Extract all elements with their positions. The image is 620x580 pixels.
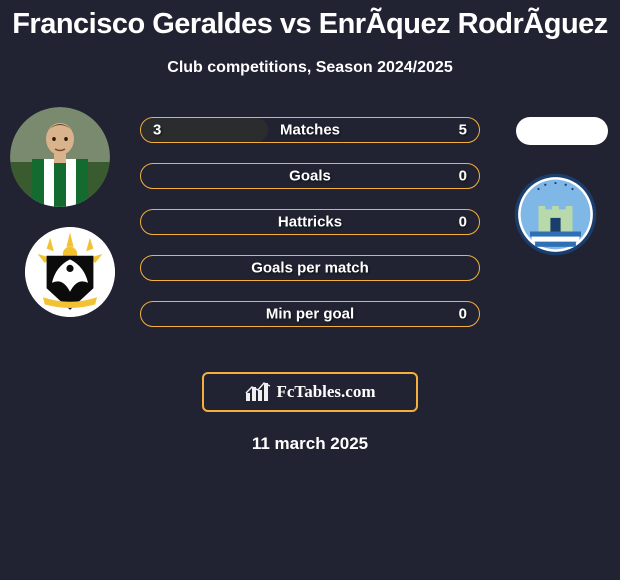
stat-bar: Goals per match [140, 255, 480, 281]
stat-bar-left-value: 3 [153, 122, 161, 139]
stat-bar-label: Matches [280, 122, 340, 139]
player-right-avatar [516, 117, 608, 145]
stat-bar-label: Goals per match [251, 260, 369, 277]
player-left-avatar [10, 107, 110, 207]
stat-bar: Matches 3 5 [140, 117, 480, 143]
stat-bar: Min per goal 0 [140, 301, 480, 327]
stat-bar-right-value: 0 [459, 306, 467, 323]
stat-bar: Goals 0 [140, 163, 480, 189]
stat-bar-label: Min per goal [266, 306, 354, 323]
page-title: Francisco Geraldes vs EnrÃ­quez RodrÃ­gu… [0, 0, 620, 41]
stat-bar-label: Goals [289, 168, 331, 185]
stat-bar-right-value: 0 [459, 168, 467, 185]
club-right-badge [513, 172, 598, 257]
brand-box: FcTables.com [202, 372, 418, 412]
stat-bar-label: Hattricks [278, 214, 342, 231]
comparison-area: Matches 3 5 Goals 0 Hattricks 0 Goals per match… [0, 117, 620, 357]
bars-container: Matches 3 5 Goals 0 Hattricks 0 Goals per match… [140, 117, 480, 327]
stat-bar-right-value: 0 [459, 214, 467, 231]
stat-bar-right-value: 5 [459, 122, 467, 139]
page-subtitle: Club competitions, Season 2024/2025 [0, 59, 620, 77]
stat-bar: Hattricks 0 [140, 209, 480, 235]
brand-bars-icon [244, 381, 272, 403]
date-text: 11 march 2025 [0, 434, 620, 454]
brand-text: FcTables.com [276, 382, 375, 402]
club-left-badge [25, 227, 115, 317]
